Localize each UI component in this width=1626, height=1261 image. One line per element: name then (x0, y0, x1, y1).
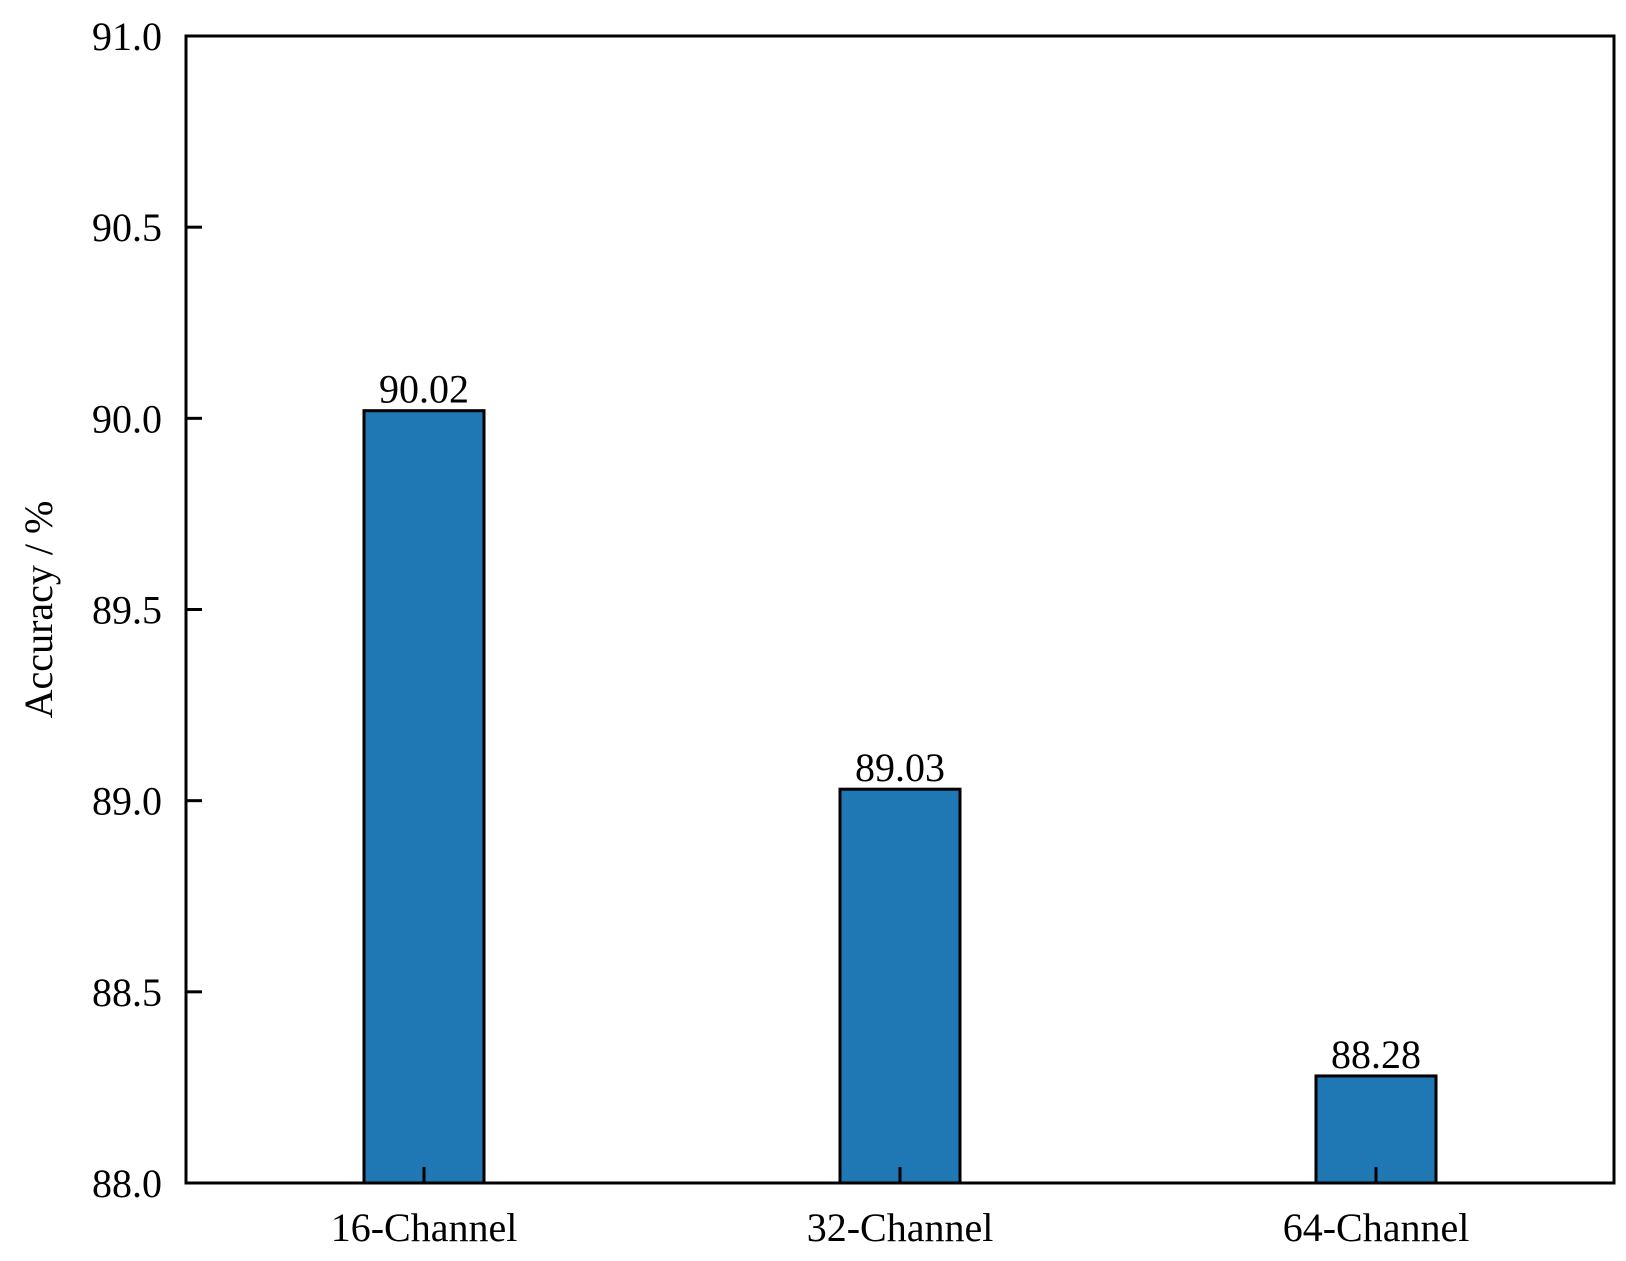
bar-value-label: 89.03 (855, 745, 945, 790)
y-tick-label: 90.5 (92, 205, 162, 250)
x-category-label: 32-Channel (807, 1205, 994, 1250)
x-category-label: 64-Channel (1283, 1205, 1470, 1250)
bars-layer (362, 409, 1438, 1185)
x-category-label: 16-Channel (331, 1205, 518, 1250)
bar-64-channel (1314, 1074, 1438, 1185)
labels-layer: 88.0 88.5 89.0 89.5 90.0 90.5 91.0 16-Channel 90… (92, 14, 1469, 1250)
bar-value-label: 90.02 (379, 367, 469, 412)
y-tick-label: 88.0 (92, 1161, 162, 1206)
bar-value-label: 88.28 (1331, 1032, 1421, 1077)
bar-16-channel (362, 409, 486, 1185)
y-tick-label: 88.5 (92, 970, 162, 1015)
bar-32-channel (838, 787, 962, 1185)
y-tick-label: 90.0 (92, 396, 162, 441)
plot-frame (184, 34, 1616, 1185)
y-tick-label: 91.0 (92, 14, 162, 59)
y-axis-title: Accuracy / % (16, 501, 61, 719)
y-tick-label: 89.5 (92, 588, 162, 633)
y-tick-label: 89.0 (92, 779, 162, 824)
